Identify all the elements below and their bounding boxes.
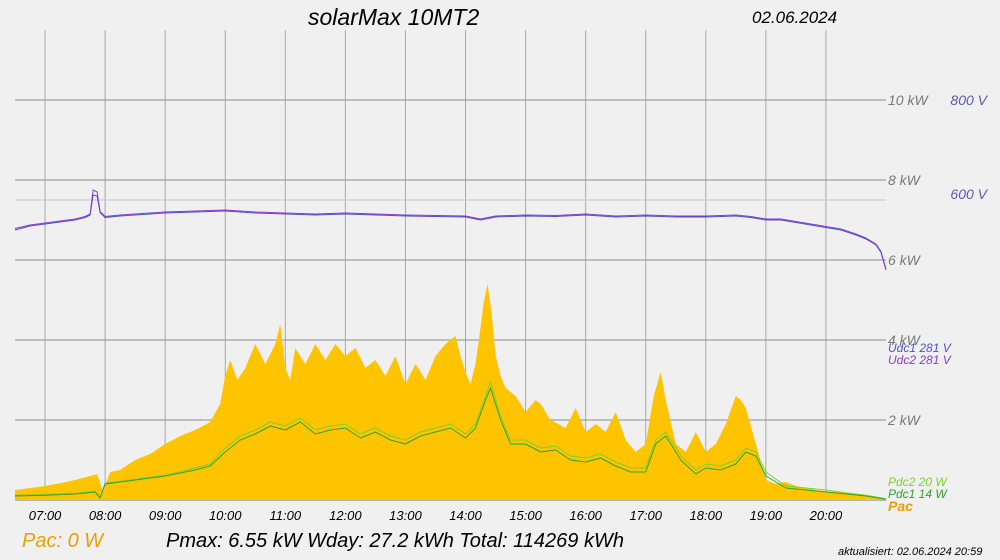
power-tick-label: 8 kW (888, 172, 922, 188)
power-tick-label: 10 kW (888, 92, 929, 108)
daily-stats: Pmax: 6.55 kW Wday: 27.2 kWh Total: 1142… (166, 530, 624, 552)
time-tick-label: 17:00 (629, 508, 662, 523)
pac-current-readout: Pac: 0 W (22, 530, 104, 552)
legend-pac: Pac (888, 498, 913, 514)
time-tick-label: 15:00 (509, 508, 542, 523)
voltage-tick-label: 800 V (950, 92, 988, 108)
time-tick-label: 19:00 (750, 508, 783, 523)
grid-lines (15, 30, 886, 501)
time-tick-label: 11:00 (270, 508, 302, 523)
chart-date: 02.06.2024 (752, 8, 838, 27)
time-tick-label: 10:00 (209, 508, 242, 523)
series-pac-area (15, 284, 886, 500)
last-update-stamp: aktualisiert: 02.06.2024 20:59 (838, 546, 983, 558)
legend-pdc1: Pdc1 14 W (888, 487, 948, 501)
time-tick-label: 13:00 (389, 508, 422, 523)
series-pdc1-line (14, 387, 887, 500)
power-tick-label: 4 kW (888, 332, 922, 348)
legend-udc1: Udc1 281 V (888, 341, 952, 355)
time-tick-label: 07:00 (29, 508, 62, 523)
voltage-tick-label: 600 V (950, 186, 988, 202)
time-tick-label: 16:00 (569, 508, 602, 523)
chart-title: solarMax 10MT2 (308, 4, 480, 30)
power-tick-label: 2 kW (887, 412, 922, 428)
time-tick-label: 12:00 (329, 508, 362, 523)
series-pdc2-line (14, 381, 887, 500)
series-udc2-line (14, 189, 887, 270)
legend-pdc2: Pdc2 20 W (888, 475, 948, 489)
legend-udc2: Udc2 281 V (888, 353, 952, 367)
time-tick-label: 20:00 (809, 508, 843, 523)
time-tick-label: 09:00 (149, 508, 182, 523)
power-tick-label: 6 kW (888, 252, 922, 268)
time-tick-label: 18:00 (690, 508, 723, 523)
time-tick-label: 14:00 (449, 508, 482, 523)
time-tick-label: 08:00 (89, 508, 122, 523)
series-udc1-line (14, 194, 887, 271)
